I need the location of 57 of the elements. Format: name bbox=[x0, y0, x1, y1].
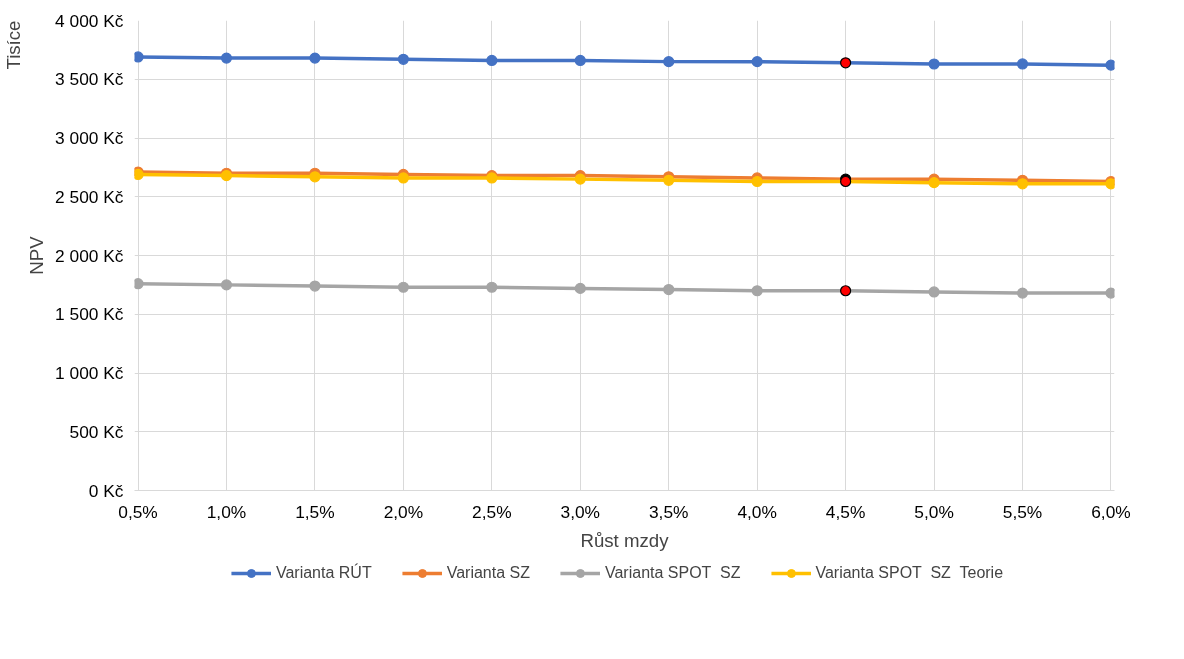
x-tick-label: 4,0% bbox=[737, 501, 777, 522]
point bbox=[574, 282, 586, 294]
point bbox=[928, 177, 940, 189]
point bbox=[397, 53, 409, 65]
y-tick-label: 500 Kč bbox=[69, 421, 124, 442]
legend-label: Varianta SPOT SZ bbox=[604, 564, 741, 582]
point bbox=[134, 51, 144, 63]
point bbox=[928, 286, 940, 298]
x-tick-label: 1,5% bbox=[295, 501, 335, 522]
point bbox=[751, 285, 763, 297]
x-tick-label: 3,0% bbox=[560, 501, 601, 522]
x-tick-label: 5,0% bbox=[914, 501, 954, 522]
y-tick-label: 1 000 Kč bbox=[55, 363, 124, 383]
y-tick-label: 1 500 Kč bbox=[55, 304, 124, 325]
point bbox=[486, 281, 498, 293]
x-tick-label: 1,0% bbox=[206, 501, 247, 522]
point bbox=[309, 280, 321, 292]
x-tick-label: 0,5% bbox=[118, 501, 158, 522]
x-axis-title: Růst mzdy bbox=[580, 529, 670, 551]
y-tick-label: 3 500 Kč bbox=[55, 69, 124, 90]
point bbox=[928, 58, 940, 70]
point bbox=[134, 278, 144, 290]
x-tick-label: 4,5% bbox=[825, 501, 866, 522]
point bbox=[220, 279, 233, 291]
x-tick-label: 6,0% bbox=[1091, 501, 1131, 522]
point bbox=[486, 54, 498, 67]
point bbox=[663, 56, 675, 68]
point bbox=[397, 281, 409, 293]
point bbox=[1105, 59, 1115, 71]
point bbox=[840, 285, 852, 297]
point bbox=[663, 283, 675, 296]
x-tick-label: 3,5% bbox=[648, 501, 689, 522]
text: Tisíce bbox=[2, 20, 24, 70]
point bbox=[1016, 58, 1029, 70]
point bbox=[1016, 287, 1029, 299]
y-axis-title: NPV bbox=[26, 235, 48, 275]
y-tick-label: 3 000 Kč bbox=[55, 128, 124, 148]
point bbox=[397, 172, 409, 184]
point bbox=[309, 171, 321, 183]
y-tick-label: 0 Kč bbox=[88, 480, 124, 501]
point bbox=[1105, 287, 1115, 299]
x-tick-label: 2,5% bbox=[472, 501, 512, 522]
x-tick-label: 5,5% bbox=[1002, 501, 1043, 522]
point bbox=[220, 52, 233, 64]
y-tick-label: 2 500 Kč bbox=[55, 186, 124, 207]
point bbox=[840, 57, 852, 69]
point bbox=[309, 52, 321, 64]
point bbox=[574, 54, 586, 67]
point bbox=[1016, 178, 1029, 190]
x-tick-label: 2,0% bbox=[383, 501, 424, 522]
point bbox=[751, 175, 763, 188]
point bbox=[751, 56, 763, 68]
legend-label: Varianta RÚT bbox=[275, 564, 372, 582]
legend-label: Varianta SZ bbox=[446, 564, 530, 582]
y-tick-label: 2 000 Kč bbox=[55, 245, 124, 266]
legend-label: Varianta SPOT SZ Teorie bbox=[815, 564, 1004, 582]
y-tick-label: 4 000 Kč bbox=[55, 10, 124, 31]
